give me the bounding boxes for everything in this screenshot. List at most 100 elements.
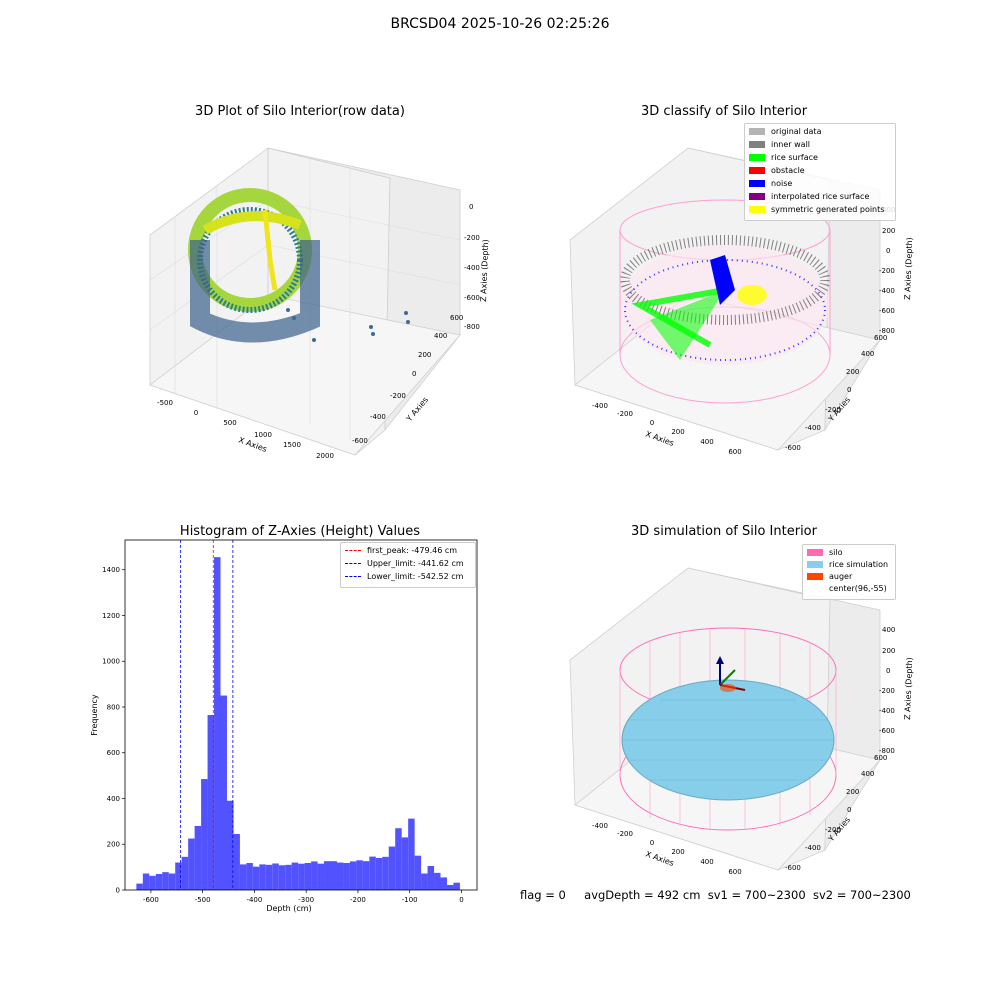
classify-xticks: -400 -200 0 200 400 600 bbox=[592, 402, 742, 456]
classify-ytick: -200 bbox=[825, 406, 841, 414]
legend-item: noise bbox=[749, 179, 792, 189]
legend-swatch bbox=[345, 563, 361, 564]
histogram-bar bbox=[285, 864, 292, 890]
legend-label: rice simulation bbox=[829, 560, 889, 569]
classify-ztick: 0 bbox=[886, 247, 890, 255]
histogram-bar bbox=[446, 884, 454, 890]
raw-ztick: 0 bbox=[469, 203, 473, 211]
classify-xtick: 0 bbox=[650, 419, 654, 427]
legend-label: silo bbox=[829, 548, 843, 557]
classify-plot-title: 3D classify of Silo Interior bbox=[640, 104, 808, 119]
histogram-bar bbox=[265, 864, 273, 890]
simulation-xtick: -200 bbox=[617, 830, 633, 838]
raw-xtick: 1500 bbox=[283, 441, 301, 449]
classify-ztick: -200 bbox=[879, 267, 895, 275]
legend-label: rice surface bbox=[771, 153, 818, 162]
histogram-ytick-label: 800 bbox=[107, 703, 120, 711]
simulation-zlabel: Z Axies (Depth) bbox=[903, 657, 914, 720]
legend-label: inner wall bbox=[771, 140, 811, 149]
classify-ytick: 0 bbox=[847, 386, 851, 394]
simulation-xtick: 400 bbox=[700, 858, 713, 866]
legend-label: Lower_limit: -542.52 cm bbox=[367, 572, 464, 581]
histogram-bar bbox=[181, 856, 189, 890]
legend-item: obstacle bbox=[749, 166, 805, 176]
histogram-bar bbox=[226, 800, 234, 890]
histogram-xtick-label: 0 bbox=[459, 896, 463, 904]
histogram-bar bbox=[194, 825, 202, 890]
simulation-xtick: 600 bbox=[728, 868, 741, 876]
simulation-ytick: 0 bbox=[847, 806, 851, 814]
legend-item: center(96,-55) bbox=[807, 584, 887, 594]
histogram-frame bbox=[124, 539, 478, 891]
histogram-bar bbox=[252, 866, 260, 890]
raw-ztick: -800 bbox=[464, 323, 480, 331]
simulation-plot-title: 3D simulation of Silo Interior bbox=[631, 524, 817, 539]
histogram-bar bbox=[408, 818, 415, 890]
raw-ytick: -200 bbox=[390, 392, 406, 400]
histogram-ylabel: Frequency bbox=[90, 694, 99, 736]
histogram-bar bbox=[375, 857, 383, 890]
simulation-ztick: -200 bbox=[879, 687, 895, 695]
legend-swatch bbox=[807, 573, 823, 580]
status-footer: flag = 0 avgDepth = 492 cm sv1 = 700~230… bbox=[520, 888, 911, 902]
legend-swatch bbox=[807, 549, 823, 556]
classify-ytick: 400 bbox=[861, 350, 874, 358]
histogram-bar bbox=[233, 833, 240, 890]
histogram-bar bbox=[142, 873, 150, 890]
raw-xtick: 1000 bbox=[254, 431, 272, 439]
legend-item: rice simulation bbox=[807, 560, 888, 570]
legend-label: original data bbox=[771, 127, 822, 136]
histogram-bar bbox=[427, 865, 435, 890]
histogram-ytick-label: 1200 bbox=[102, 612, 120, 620]
legend-label: first_peak: -479.46 cm bbox=[367, 546, 458, 555]
histogram-xtick-label: -400 bbox=[246, 896, 262, 904]
simulation-ytick: -600 bbox=[785, 864, 801, 872]
legend-label: center(96,-55) bbox=[829, 584, 887, 593]
histogram-bar bbox=[362, 861, 370, 890]
simulation-scene bbox=[619, 627, 837, 831]
raw-xtick: 0 bbox=[194, 409, 198, 417]
simulation-legend: silo rice simulation auger center(96,-55) bbox=[802, 544, 896, 600]
simulation-ztick: -600 bbox=[879, 727, 895, 735]
simulation-ztick: -400 bbox=[879, 707, 895, 715]
histogram-bar bbox=[336, 862, 344, 890]
legend-swatch bbox=[807, 561, 823, 568]
histogram-bar bbox=[246, 863, 253, 890]
histogram-bar bbox=[201, 779, 208, 890]
raw-point-cloud bbox=[188, 188, 410, 343]
histogram-bar bbox=[401, 837, 409, 890]
classify-ztick: -600 bbox=[879, 307, 895, 315]
classify-xtick: 400 bbox=[700, 438, 713, 446]
sv2-text: sv2 = 700~2300 bbox=[812, 888, 911, 902]
avg-depth-text: avgDepth = 492 cm bbox=[584, 888, 701, 902]
raw-xtick: 2000 bbox=[316, 452, 334, 460]
legend-label: noise bbox=[771, 179, 793, 188]
raw-ytick: 0 bbox=[412, 370, 416, 378]
histogram-bar bbox=[349, 861, 357, 890]
classify-ztick: -400 bbox=[879, 287, 895, 295]
classify-ztick: -800 bbox=[879, 327, 895, 335]
raw-ztick: -400 bbox=[464, 264, 480, 272]
histogram-bar bbox=[388, 846, 396, 890]
histogram-bar bbox=[278, 865, 286, 890]
histogram-xtick-label: -200 bbox=[350, 896, 366, 904]
raw-zticks: 0 -200 -400 -600 -800 bbox=[464, 203, 480, 331]
legend-label: Upper_limit: -441.62 cm bbox=[367, 559, 464, 568]
histogram-chart: 0 200 400 600 800 1000 1200 1400 -600 -500 -400 -3… bbox=[90, 539, 478, 913]
histogram-legend: first_peak: -479.46 cm Upper_limit: -441.… bbox=[340, 542, 476, 588]
classify-ztick: 200 bbox=[882, 227, 895, 235]
histogram-bar bbox=[207, 715, 215, 890]
histogram-bar bbox=[155, 873, 163, 890]
classify-ytick: 200 bbox=[846, 368, 859, 376]
simulation-ztick: -800 bbox=[879, 747, 895, 755]
legend-swatch bbox=[749, 180, 765, 187]
classify-zlabel: Z Axies (Depth) bbox=[903, 237, 914, 300]
classify-ytick: 600 bbox=[874, 334, 887, 342]
classify-ytick: -600 bbox=[785, 444, 801, 452]
histogram-xlabel: Depth (cm) bbox=[266, 904, 311, 913]
legend-swatch bbox=[749, 141, 765, 148]
histogram-ytick-label: 1000 bbox=[102, 658, 120, 666]
histogram-ytick-label: 0 bbox=[116, 887, 120, 895]
histogram-bar bbox=[239, 864, 247, 890]
raw-ztick: -600 bbox=[464, 294, 480, 302]
